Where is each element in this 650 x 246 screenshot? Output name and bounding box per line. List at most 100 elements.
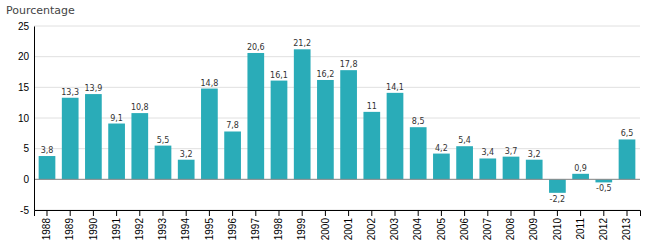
data-label: 14,1 xyxy=(386,83,404,92)
data-label: 17,8 xyxy=(340,60,358,69)
data-label: 4,2 xyxy=(435,144,448,153)
x-tick-label: 2002 xyxy=(366,218,377,241)
x-tick: 1994 xyxy=(180,210,191,240)
data-label: 21,2 xyxy=(293,39,311,48)
x-tick: 1999 xyxy=(296,210,307,240)
bar xyxy=(387,93,404,179)
x-tick-label: 2007 xyxy=(482,218,493,241)
bar xyxy=(503,157,520,180)
x-tick: 2008 xyxy=(505,210,516,240)
x-tick-label: 2006 xyxy=(459,218,470,241)
x-tick-mark xyxy=(255,210,256,216)
y-tick-label: 25 xyxy=(18,21,30,32)
data-label: 3,2 xyxy=(180,150,193,159)
x-tick-mark xyxy=(464,210,465,216)
x-tick-label: 2011 xyxy=(575,218,586,240)
x-tick: 2000 xyxy=(320,210,331,240)
x-tick-label: 1998 xyxy=(273,218,284,241)
y-tick: 15 xyxy=(18,82,34,93)
y-axis-line xyxy=(34,27,35,211)
x-tick-label: 2012 xyxy=(598,218,609,241)
grid-line xyxy=(34,26,640,27)
bar xyxy=(155,146,172,180)
x-tick-mark xyxy=(70,210,71,216)
bar xyxy=(224,131,241,179)
y-axis: -50510152025 xyxy=(18,21,35,216)
x-tick: 2003 xyxy=(389,210,400,240)
x-tick-mark xyxy=(580,210,581,216)
x-tick-label: 1997 xyxy=(250,218,261,241)
x-tick-label: 2003 xyxy=(389,218,400,241)
x-tick-label: 1995 xyxy=(204,218,215,241)
x-tick-mark xyxy=(395,210,396,216)
data-label: 0,9 xyxy=(574,164,587,173)
x-tick: 2013 xyxy=(621,210,632,240)
x-axis-line xyxy=(35,211,641,217)
x-tick: 1988 xyxy=(41,210,52,240)
x-axis: 1988198919901991199219931994199519961997… xyxy=(35,210,641,240)
bar xyxy=(39,156,56,179)
bar xyxy=(317,80,334,179)
x-tick-label: 2013 xyxy=(621,218,632,241)
grid xyxy=(34,26,640,210)
x-tick: 2007 xyxy=(482,210,493,240)
x-tick-mark xyxy=(418,210,419,216)
bar xyxy=(201,89,218,180)
x-tick-mark xyxy=(557,210,558,216)
y-tick: 10 xyxy=(18,113,34,124)
bar xyxy=(572,174,589,180)
x-tick-label: 2009 xyxy=(528,218,539,241)
bar xyxy=(549,179,566,192)
x-tick: 2006 xyxy=(459,210,470,240)
x-tick-label: 1992 xyxy=(134,218,145,241)
x-tick-mark xyxy=(186,210,187,216)
bar xyxy=(363,112,380,179)
data-label: 5,5 xyxy=(157,136,170,145)
data-label: 14,8 xyxy=(200,79,218,88)
bar xyxy=(271,81,288,180)
bar xyxy=(340,70,357,179)
x-tick-mark xyxy=(139,210,140,216)
data-label: 9,1 xyxy=(110,114,123,123)
x-tick-mark xyxy=(487,210,488,216)
x-tick-mark xyxy=(348,210,349,216)
bar xyxy=(456,146,473,179)
y-tick: -5 xyxy=(20,205,34,216)
bar xyxy=(62,98,79,180)
x-tick-mark xyxy=(209,210,210,216)
x-tick: 1990 xyxy=(88,210,99,240)
x-tick-label: 1999 xyxy=(296,218,307,241)
x-tick: 2011 xyxy=(575,210,586,240)
x-tick-label: 2008 xyxy=(505,218,516,241)
data-label: 5,4 xyxy=(458,136,471,145)
grid-line xyxy=(34,87,640,88)
x-tick-label: 2001 xyxy=(343,218,354,241)
plot: -505101520251988198919901991199219931994… xyxy=(18,21,641,241)
grid-line xyxy=(34,179,640,180)
x-tick-mark xyxy=(302,210,303,216)
x-tick: 2012 xyxy=(598,210,609,240)
x-tick-mark xyxy=(278,210,279,216)
x-tick-label: 2000 xyxy=(320,218,331,241)
x-tick: 2010 xyxy=(552,210,563,240)
bar xyxy=(526,160,543,180)
x-tick-mark xyxy=(162,210,163,216)
x-tick-label: 1991 xyxy=(111,218,122,241)
bar xyxy=(294,49,311,179)
bar xyxy=(108,124,125,180)
x-tick: 2004 xyxy=(412,210,423,240)
bar xyxy=(433,154,450,180)
bar xyxy=(479,158,496,179)
x-tick-mark xyxy=(534,210,535,216)
y-tick-label: 20 xyxy=(18,51,30,62)
x-tick-label: 2005 xyxy=(436,218,447,241)
bar xyxy=(247,53,264,179)
data-label: 7,8 xyxy=(226,121,239,130)
data-label: 3,4 xyxy=(481,148,494,157)
y-tick-label: 5 xyxy=(23,143,29,154)
x-tick-label: 2010 xyxy=(552,218,563,241)
x-tick-mark xyxy=(232,210,233,216)
x-tick: 2009 xyxy=(528,210,539,240)
data-label: 8,5 xyxy=(412,117,425,126)
x-tick: 1997 xyxy=(250,210,261,240)
